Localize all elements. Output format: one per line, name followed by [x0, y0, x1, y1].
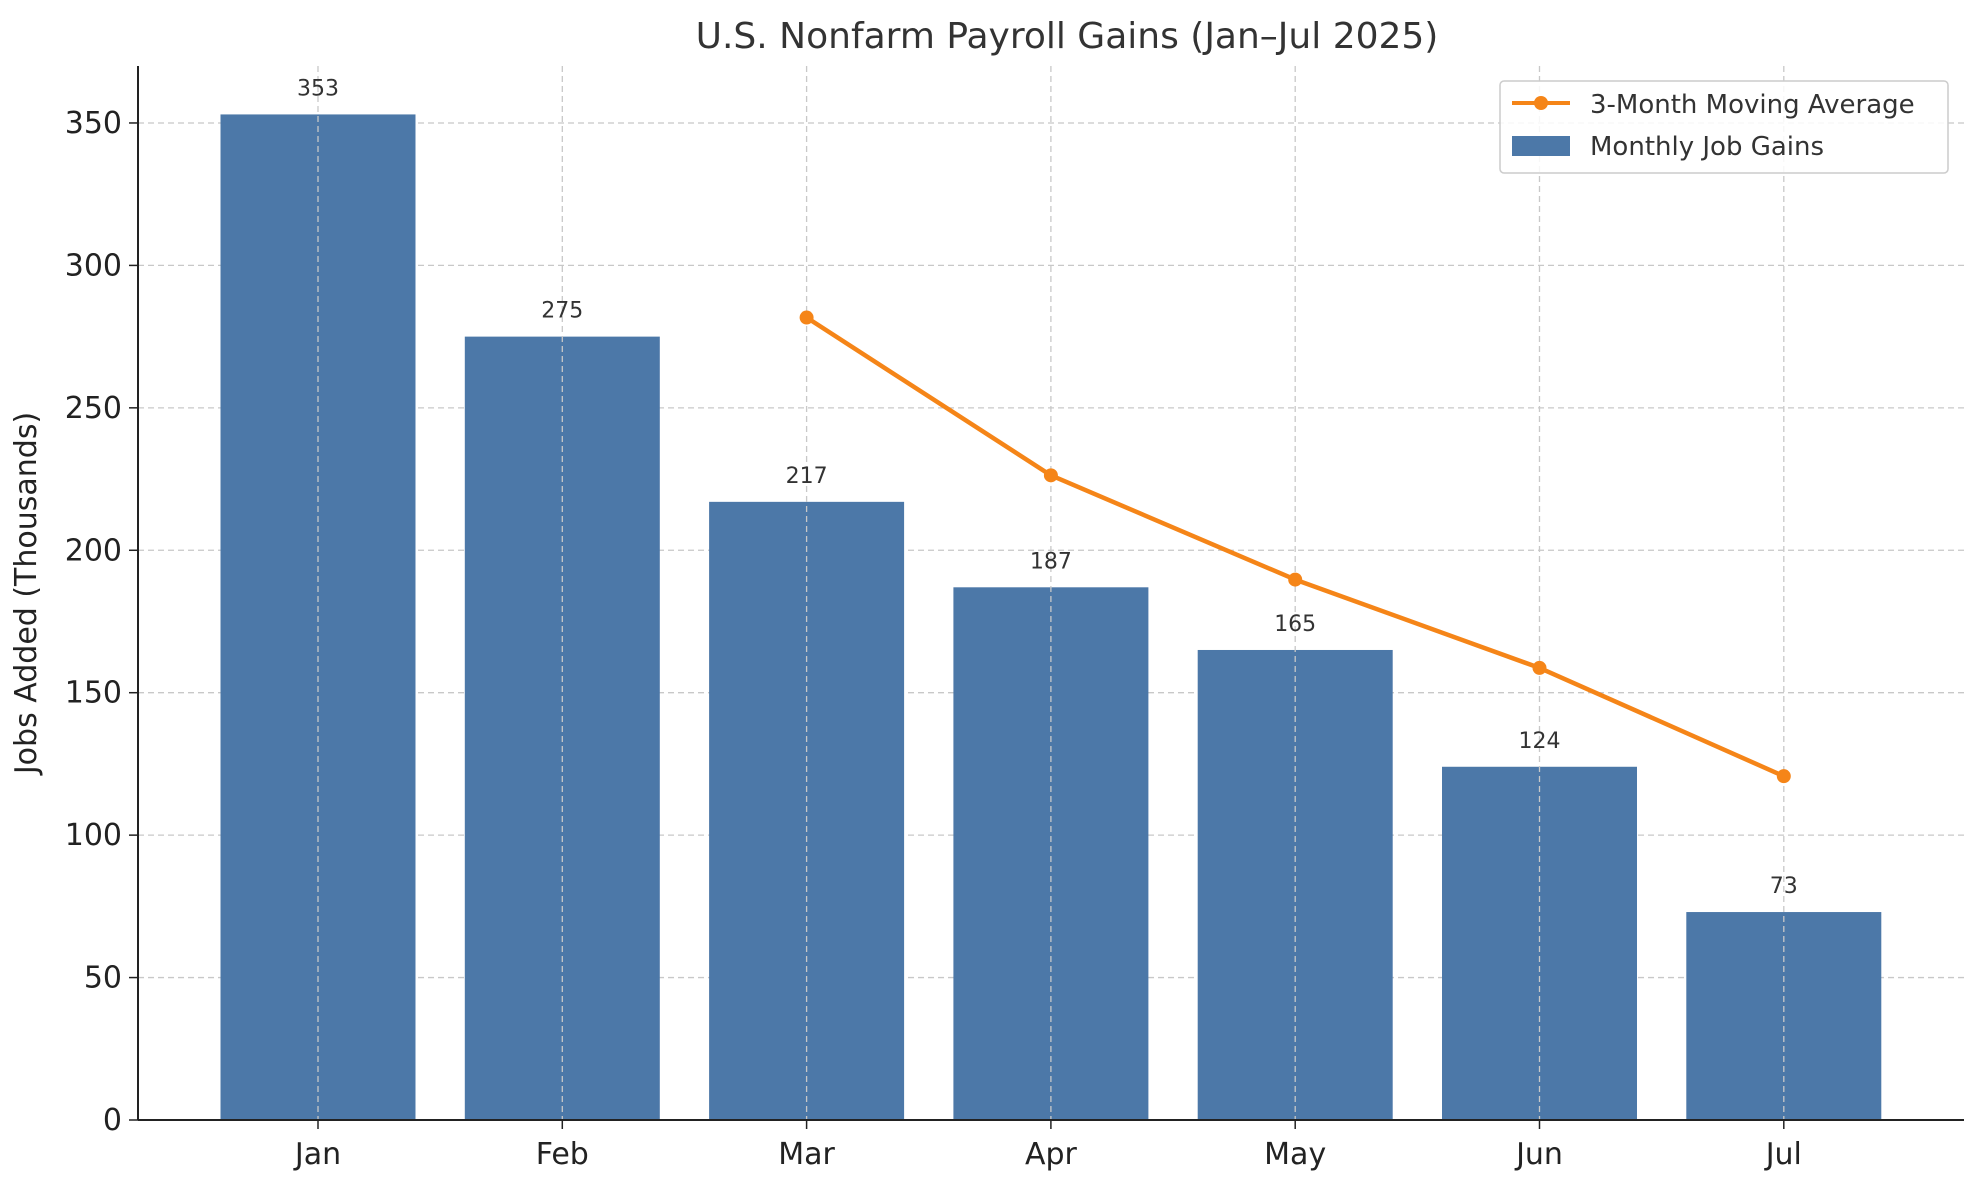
x-tick-label: Jan	[293, 1137, 341, 1172]
moving-average-point	[1288, 572, 1303, 587]
bar-data-label: 353	[297, 76, 339, 101]
x-tick-label: May	[1264, 1137, 1326, 1172]
x-tick-label: Jun	[1514, 1137, 1563, 1172]
bar-data-label: 275	[541, 299, 583, 324]
y-tick-label: 100	[65, 818, 122, 853]
x-tick-label: Mar	[778, 1137, 835, 1172]
bar-data-label: 73	[1770, 874, 1798, 899]
x-tick-label: Jul	[1764, 1137, 1802, 1172]
y-tick-label: 150	[65, 676, 122, 711]
legend-bar-swatch	[1512, 136, 1570, 156]
y-axis-label: Jobs Added (Thousands)	[9, 412, 44, 776]
y-tick-label: 300	[65, 248, 122, 283]
legend: 3-Month Moving Average Monthly Job Gains	[1499, 80, 1949, 174]
legend-line-marker	[1534, 96, 1548, 110]
moving-average-point	[1776, 769, 1791, 784]
moving-average-point	[1043, 468, 1058, 483]
y-tick-label: 50	[84, 961, 122, 996]
legend-bar-label: Monthly Job Gains	[1590, 132, 1824, 162]
bar-data-label: 165	[1274, 612, 1316, 637]
x-tick-label: Apr	[1025, 1137, 1078, 1172]
legend-box	[1499, 80, 1949, 174]
y-tick-label: 0	[103, 1103, 122, 1138]
y-tick-label: 200	[65, 533, 122, 568]
moving-average-layer	[799, 310, 1791, 784]
data-labels-layer: 353 275 217 187 165 124 73	[297, 76, 1798, 899]
y-tick-label: 350	[65, 106, 122, 141]
x-tick-label: Feb	[536, 1137, 589, 1172]
moving-average-point	[799, 310, 814, 325]
chart-title: U.S. Nonfarm Payroll Gains (Jan–Jul 2025…	[696, 16, 1439, 57]
axes-layer: 0 50 100 150 200 250 300 350 Jan Feb Mar Apr May Jun J…	[65, 66, 1964, 1172]
vertical-grid-layer	[317, 66, 1785, 1120]
bar-data-label: 187	[1030, 549, 1072, 574]
bar-data-label: 124	[1519, 729, 1561, 754]
moving-average-point	[1532, 660, 1547, 675]
y-tick-label: 250	[65, 391, 122, 426]
legend-line-label: 3-Month Moving Average	[1590, 90, 1915, 120]
bar-data-label: 217	[786, 464, 828, 489]
